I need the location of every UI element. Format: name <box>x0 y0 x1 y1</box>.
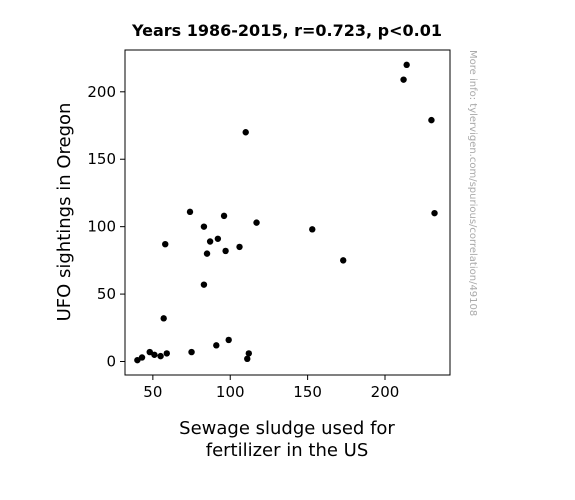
y-tick-label: 100 <box>87 218 116 236</box>
data-point <box>400 76 407 83</box>
y-axis: 0 50 100 150 200 <box>87 83 125 371</box>
data-point <box>428 116 435 124</box>
data-point <box>222 247 229 255</box>
y-tick-label: 200 <box>87 83 116 101</box>
data-point <box>213 342 220 349</box>
x-tick-label: 100 <box>216 383 245 401</box>
data-point <box>309 226 316 233</box>
data-point <box>206 238 214 245</box>
data-point <box>225 336 232 344</box>
data-point <box>214 235 222 242</box>
data-point <box>220 212 228 220</box>
data-point <box>146 348 153 356</box>
y-tick-label: 150 <box>87 150 116 168</box>
x-axis: 50 100 150 200 <box>143 375 399 401</box>
data-point <box>134 356 141 364</box>
data-point <box>431 209 438 217</box>
watermark-text: More info: tylervigen.com/spurious/corre… <box>467 50 478 316</box>
data-point <box>151 351 158 358</box>
x-tick-label: 200 <box>371 383 400 401</box>
plot-area <box>124 49 451 376</box>
x-tick-label: 150 <box>293 383 322 401</box>
data-point <box>188 348 195 356</box>
y-axis-label: UFO sightings in Oregon <box>54 103 75 322</box>
data-point <box>403 61 410 69</box>
data-point <box>242 129 249 136</box>
data-points <box>134 61 438 364</box>
chart-title: Years 1986-2015, r=0.723, p<0.01 <box>131 21 442 40</box>
data-point <box>244 355 251 363</box>
data-point <box>253 219 260 226</box>
x-tick-label: 50 <box>143 383 162 401</box>
y-tick-label: 50 <box>97 285 116 303</box>
x-axis-label-line-2: fertilizer in the US <box>206 440 369 461</box>
data-point <box>340 257 347 264</box>
data-point <box>200 281 208 288</box>
data-point <box>157 352 164 360</box>
data-point <box>203 250 211 257</box>
data-point <box>162 240 169 248</box>
data-point <box>163 350 170 357</box>
data-point <box>245 350 253 357</box>
data-point <box>138 354 146 361</box>
data-point <box>200 223 208 230</box>
data-point <box>236 243 243 251</box>
data-point <box>160 315 167 322</box>
y-tick-label: 0 <box>106 353 116 371</box>
data-point <box>186 208 194 216</box>
x-axis-label-line-1: Sewage sludge used for <box>179 418 395 439</box>
